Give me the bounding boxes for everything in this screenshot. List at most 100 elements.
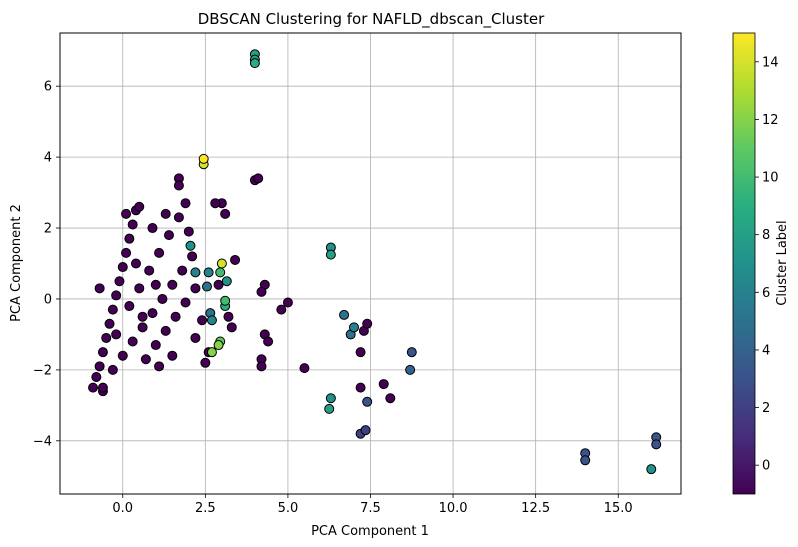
data-point	[150, 340, 161, 351]
data-point	[117, 350, 128, 361]
y-tick-label: 0	[44, 292, 52, 307]
data-point	[355, 347, 366, 358]
data-point	[121, 208, 132, 219]
data-point	[362, 396, 373, 407]
data-point	[378, 379, 389, 390]
data-point	[97, 382, 108, 393]
data-point	[134, 201, 145, 212]
data-point	[213, 279, 224, 290]
data-point	[177, 265, 188, 276]
data-point	[150, 279, 161, 290]
data-point	[160, 325, 171, 336]
y-tick-label: 4	[44, 151, 52, 166]
y-tick-label: −2	[33, 363, 52, 378]
x-tick-label: 0.0	[112, 501, 133, 516]
data-point	[226, 322, 237, 333]
data-point	[190, 267, 201, 278]
data-point	[147, 308, 158, 319]
data-point	[282, 297, 293, 308]
data-point	[170, 311, 181, 322]
data-point	[124, 233, 135, 244]
data-point	[154, 361, 165, 372]
data-point	[134, 283, 145, 294]
data-point	[253, 173, 264, 184]
data-point	[215, 267, 226, 278]
data-point	[325, 393, 336, 404]
data-point	[164, 230, 175, 241]
data-point	[210, 198, 221, 209]
colorbar-ticks: 0 2 4 6 8 10 12 14	[755, 55, 779, 474]
data-point	[200, 357, 211, 368]
data-point	[154, 247, 165, 258]
data-point	[157, 293, 168, 304]
grid-lines	[60, 33, 681, 494]
x-axis-ticks: 0.0 2.5 5.0 7.5 10.0 12.5 15.0	[112, 494, 633, 516]
x-axis-label: PCA Component 1	[311, 524, 429, 539]
x-tick-label: 12.5	[521, 501, 550, 516]
data-point	[180, 297, 191, 308]
data-point	[167, 279, 178, 290]
colorbar-label: Cluster Label	[775, 220, 790, 305]
y-axis-ticks: −4 −2 0 2 4 6	[33, 80, 60, 449]
data-point	[94, 283, 105, 294]
data-point	[111, 329, 122, 340]
data-point	[201, 281, 212, 292]
data-point	[124, 301, 135, 312]
data-point	[111, 290, 122, 301]
data-point	[256, 286, 267, 297]
x-tick-label: 15.0	[604, 501, 633, 516]
colorbar-tick-label: 6	[762, 286, 770, 301]
data-point	[173, 180, 184, 191]
data-point	[91, 371, 102, 382]
colorbar-tick-label: 8	[762, 228, 770, 243]
data-point	[355, 382, 366, 393]
data-point	[180, 198, 191, 209]
data-point	[107, 364, 118, 375]
data-point	[127, 336, 138, 347]
data-point	[299, 363, 310, 374]
data-point	[385, 393, 396, 404]
data-point	[107, 304, 118, 315]
data-point	[114, 276, 125, 287]
data-point	[137, 311, 148, 322]
data-point	[406, 347, 417, 358]
data-point	[324, 403, 335, 414]
data-point	[256, 361, 267, 372]
colorbar-tick-label: 10	[762, 171, 779, 186]
data-point	[405, 364, 416, 375]
colorbar	[732, 32, 756, 495]
data-point	[97, 347, 108, 358]
data-point	[646, 464, 657, 475]
y-tick-label: −4	[33, 434, 52, 449]
x-tick-label: 10.0	[439, 501, 468, 516]
data-point	[206, 315, 217, 326]
x-tick-label: 7.5	[360, 501, 381, 516]
colorbar-tick-label: 0	[762, 459, 770, 474]
data-point	[580, 455, 591, 466]
data-point	[160, 208, 171, 219]
data-point	[276, 304, 287, 315]
data-point	[362, 318, 373, 329]
data-point	[203, 267, 214, 278]
data-point	[198, 153, 209, 164]
data-point	[104, 318, 115, 329]
data-point	[348, 322, 359, 333]
data-point	[140, 354, 151, 365]
data-point	[185, 240, 196, 251]
data-point	[190, 332, 201, 343]
data-point	[183, 226, 194, 237]
data-point	[220, 295, 231, 306]
data-point	[137, 322, 148, 333]
data-point	[230, 254, 241, 265]
data-point	[221, 276, 232, 287]
data-point	[144, 265, 155, 276]
data-point	[187, 251, 198, 262]
data-point	[360, 425, 371, 436]
colorbar-tick-label: 14	[762, 55, 779, 70]
data-point	[197, 315, 208, 326]
x-tick-label: 5.0	[278, 501, 299, 516]
data-point	[206, 347, 217, 358]
x-tick-label: 2.5	[195, 501, 216, 516]
data-point	[263, 336, 274, 347]
data-point	[167, 350, 178, 361]
